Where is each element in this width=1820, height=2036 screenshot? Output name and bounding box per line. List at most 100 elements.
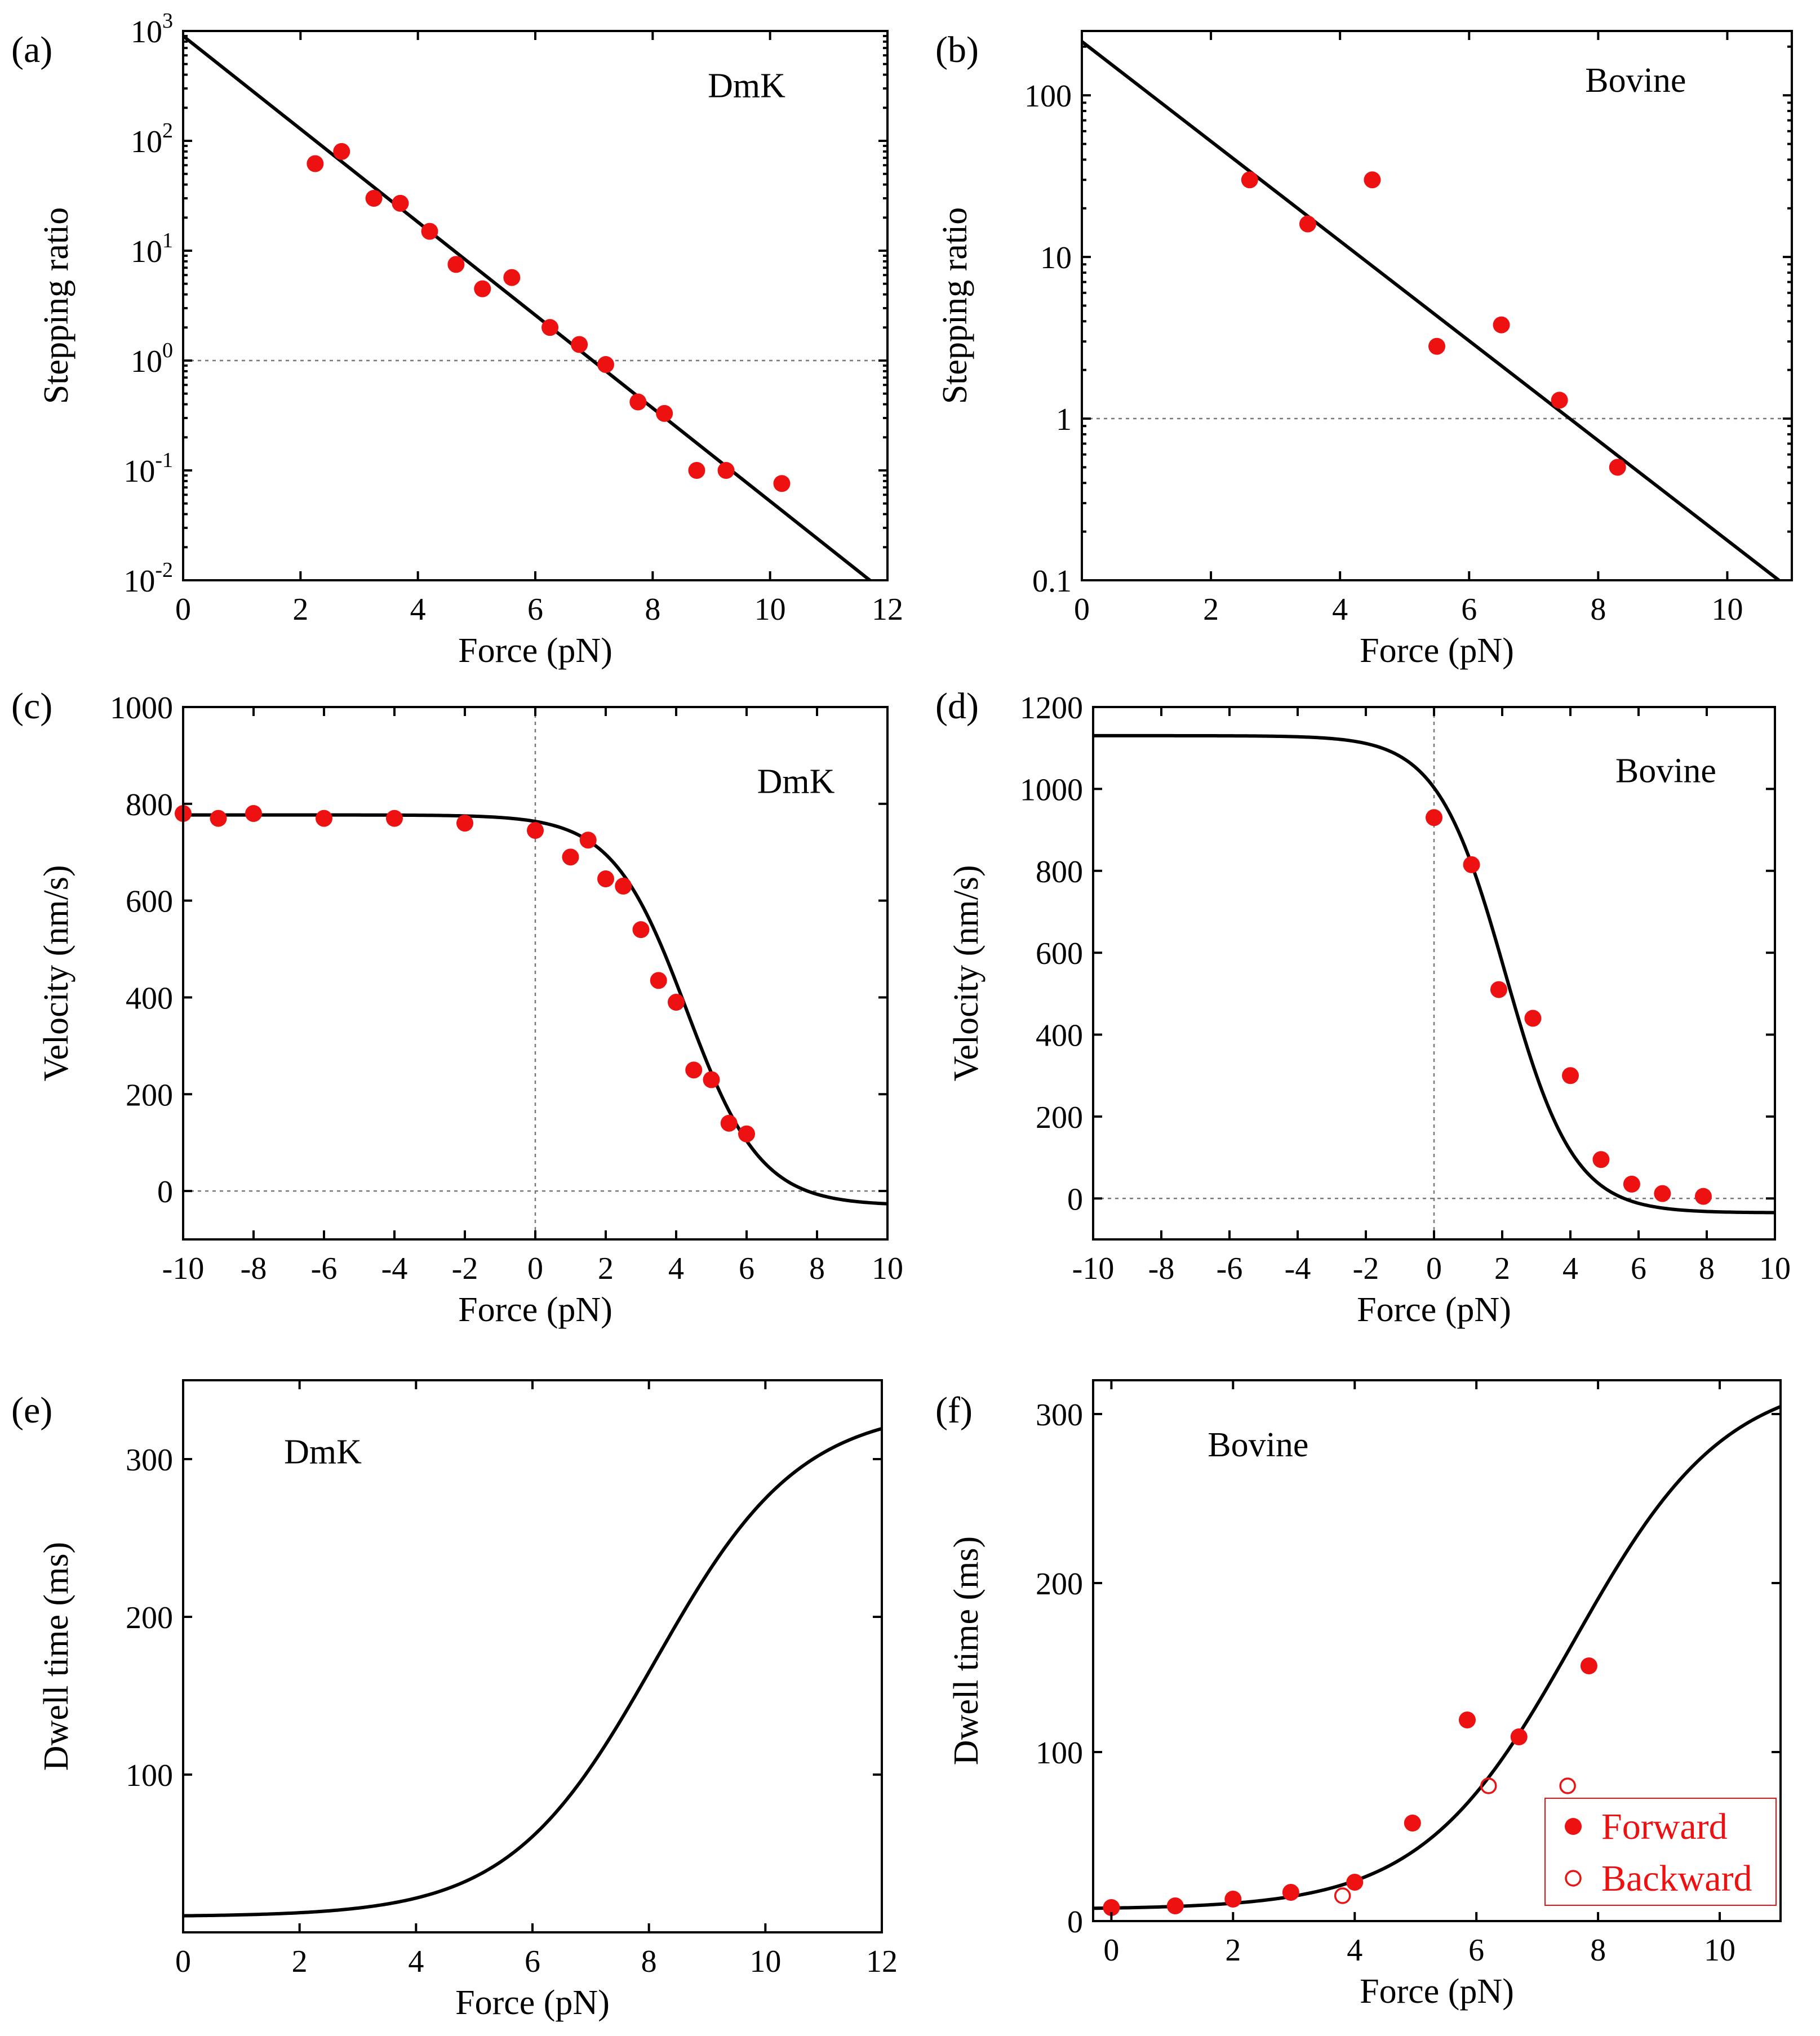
- data-point: [365, 189, 383, 207]
- data-point: [1559, 1777, 1576, 1794]
- y-tick-label: 0.1: [1032, 564, 1072, 599]
- y-tick-label: 1000: [110, 691, 173, 726]
- plot-frame: [1092, 1379, 1782, 1922]
- panel-b: (b) 0 2 4 6 8 10 0.1 1 10 100 Force (pN) Stepping ra…: [935, 29, 1793, 670]
- y-tick-label: 1200: [1020, 691, 1083, 726]
- y-tick-label: 0: [1067, 1182, 1083, 1217]
- panel-e: (e) 0 2 4 6 8 10 12 100 200 300 Force (pN) Dwell tim…: [11, 1379, 898, 2022]
- data-point: [1103, 1899, 1120, 1916]
- y-tick-label: 400: [126, 981, 173, 1016]
- x-tick-label: -8: [1148, 1251, 1175, 1286]
- x-tick-label: 2: [292, 592, 308, 627]
- x-tick-label: 2: [1494, 1251, 1510, 1286]
- x-tick-label: 12: [872, 592, 903, 627]
- y-tick-label: 800: [1036, 855, 1083, 890]
- y-tick-label: 300: [126, 1443, 173, 1478]
- data-point: [1282, 1884, 1299, 1901]
- panel-a: (a) 0 2 4 6 8 10 12 10-2 10-1 100 101 102 103 Force (p…: [11, 9, 903, 670]
- fit-curve: [183, 1426, 882, 1918]
- y-tick-label: 100: [1036, 1736, 1083, 1771]
- x-tick-label: -10: [162, 1251, 205, 1286]
- x-tick-label: -4: [1285, 1251, 1311, 1286]
- x-tick-label: 6: [1468, 1933, 1484, 1968]
- series-data: [1426, 809, 1712, 1205]
- x-tick-label: -10: [1072, 1251, 1115, 1286]
- data-point: [1224, 1891, 1242, 1908]
- data-point: [629, 393, 647, 411]
- data-point: [1241, 171, 1258, 189]
- x-axis-title: Force (pN): [458, 1291, 612, 1329]
- data-point: [1551, 392, 1568, 409]
- data-point: [1346, 1874, 1364, 1891]
- y-tick-label: 10: [1040, 241, 1072, 275]
- x-tick-label: 2: [1225, 1933, 1241, 1968]
- x-axis-title: Force (pN): [458, 632, 612, 670]
- x-tick-label: 10: [1704, 1933, 1735, 1968]
- data-point: [1166, 1897, 1184, 1914]
- fit-curve: [1093, 1405, 1781, 1910]
- x-tick-label: -8: [241, 1251, 267, 1286]
- legend-marker: [1565, 1870, 1582, 1887]
- y-axis-title: Stepping ratio: [37, 207, 76, 404]
- data-point: [474, 280, 491, 297]
- series-data: [1241, 171, 1626, 476]
- x-tick-label: 4: [1332, 592, 1348, 627]
- data-point: [1458, 1712, 1476, 1728]
- x-tick-label: 8: [641, 1944, 657, 1979]
- data-point: [1694, 1188, 1712, 1205]
- x-tick-label: 2: [292, 1944, 308, 1979]
- y-tick-label: 600: [126, 884, 173, 919]
- y-tick-label: 200: [126, 1078, 173, 1113]
- data-point: [392, 194, 409, 212]
- x-tick-label: 6: [1631, 1251, 1646, 1286]
- x-axis-title: Force (pN): [1357, 1291, 1511, 1329]
- data-point: [1592, 1151, 1610, 1168]
- y-tick-label: 100: [131, 339, 173, 379]
- data-point: [307, 155, 324, 172]
- x-tick-label: 10: [872, 1251, 903, 1286]
- x-tick-label: 8: [1699, 1251, 1715, 1286]
- data-point: [1480, 1777, 1497, 1794]
- x-tick-label: 0: [175, 592, 191, 627]
- panel-annotation: Bovine: [1208, 1426, 1308, 1464]
- data-point: [447, 256, 465, 273]
- data-point: [1334, 1887, 1351, 1904]
- y-tick-label: 400: [1036, 1019, 1083, 1053]
- plot-frame: [1081, 30, 1793, 581]
- x-axis-title: Force (pN): [1360, 1972, 1514, 2011]
- x-tick-label: 0: [527, 1251, 543, 1286]
- x-tick-label: 4: [668, 1251, 684, 1286]
- data-point: [703, 1071, 720, 1088]
- x-tick-label: -4: [381, 1251, 408, 1286]
- panel-label: (f): [935, 1390, 973, 1431]
- fit-curve: [183, 34, 871, 580]
- data-point: [210, 810, 227, 827]
- x-tick-label: 0: [1426, 1251, 1442, 1286]
- data-point: [527, 822, 544, 839]
- data-point: [685, 1061, 703, 1079]
- data-point: [1299, 215, 1316, 233]
- data-point: [650, 972, 667, 989]
- y-tick-label: 1: [1056, 402, 1072, 437]
- data-point: [720, 1114, 738, 1132]
- x-tick-label: 8: [1590, 592, 1606, 627]
- x-tick-label: -2: [452, 1251, 478, 1286]
- data-point: [386, 810, 403, 827]
- data-point: [1609, 459, 1626, 476]
- y-tick-label: 600: [1036, 936, 1083, 971]
- x-axis-title: Force (pN): [455, 1984, 610, 2022]
- y-axis-title: Dwell time (ms): [37, 1542, 76, 1771]
- x-tick-label: 8: [809, 1251, 825, 1286]
- panel-annotation: DmK: [757, 762, 835, 801]
- data-point: [1654, 1185, 1671, 1202]
- data-point: [597, 870, 614, 887]
- legend-entry: Backward: [1601, 1858, 1752, 1899]
- x-tick-label: 8: [645, 592, 660, 627]
- x-tick-label: -2: [1353, 1251, 1379, 1286]
- data-point: [1463, 856, 1480, 873]
- y-tick-label: 200: [126, 1601, 173, 1635]
- y-tick-label: 200: [1036, 1567, 1083, 1602]
- data-point: [562, 848, 579, 866]
- y-tick-label: 300: [1036, 1398, 1083, 1433]
- data-point: [1623, 1175, 1640, 1193]
